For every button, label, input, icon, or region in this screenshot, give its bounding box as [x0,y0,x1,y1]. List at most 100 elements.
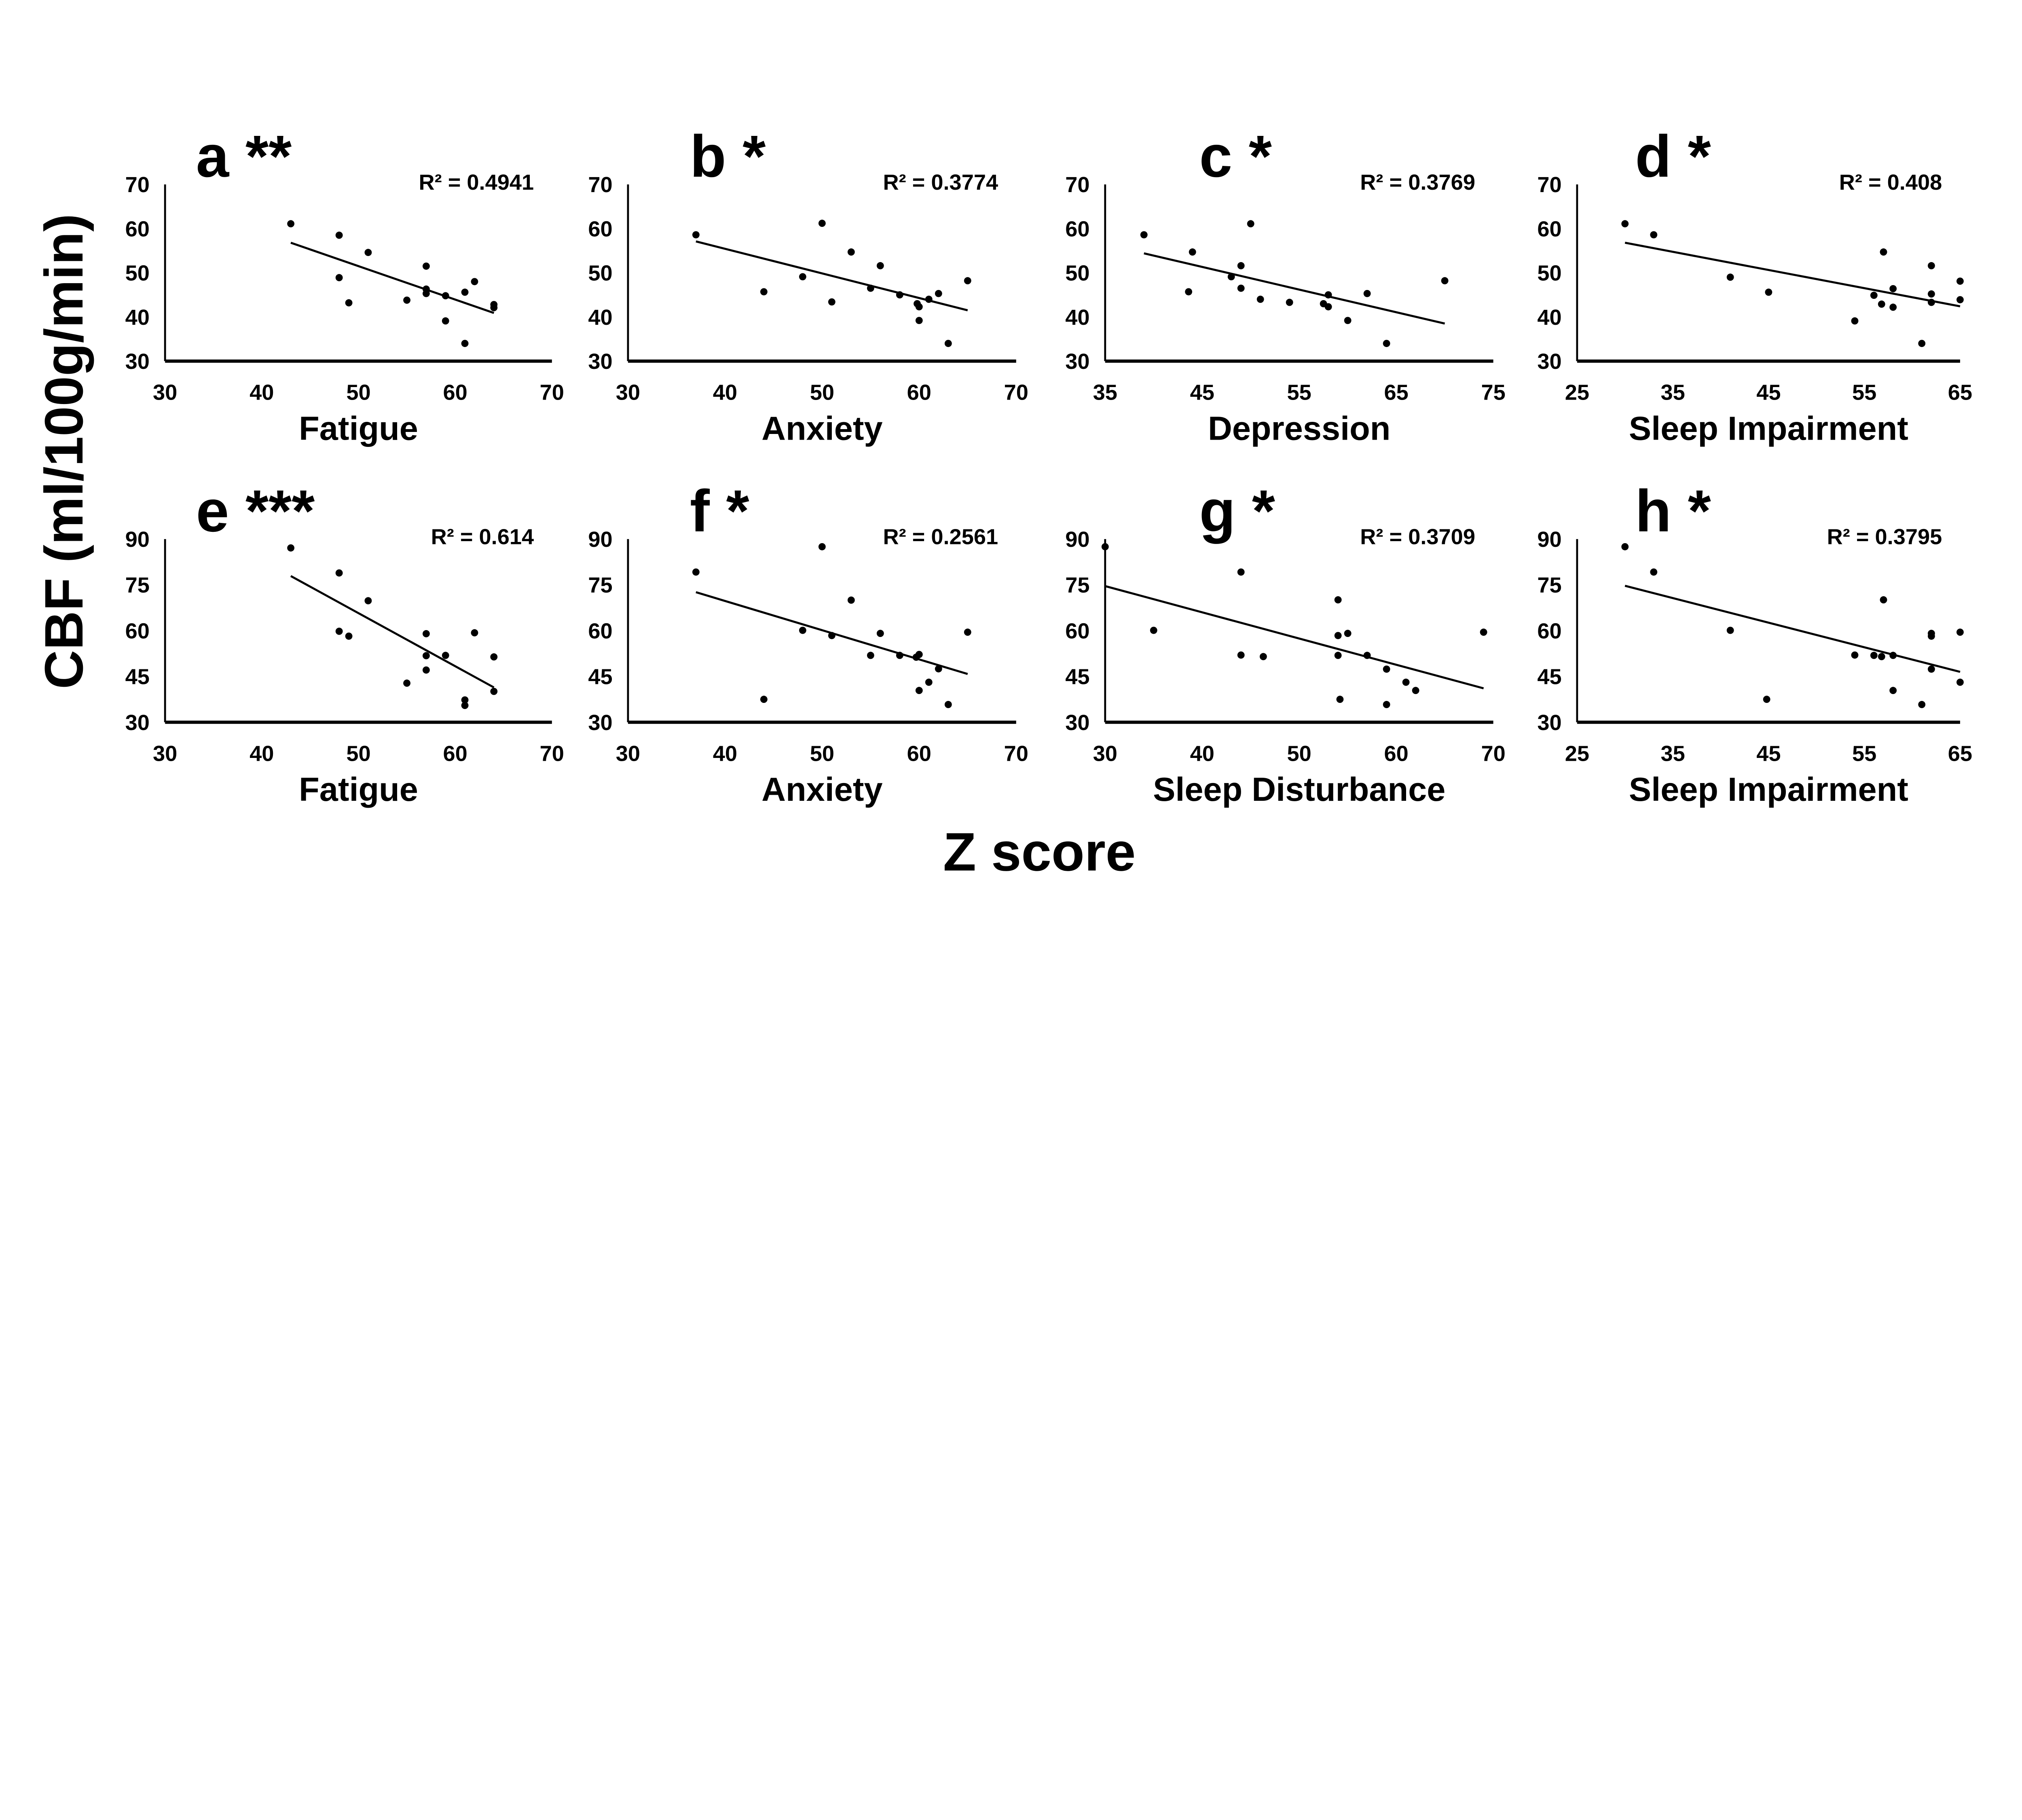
data-point [490,653,498,661]
panel-title: f * [690,478,749,544]
panels: 30 40 50 60 70 30 40 50 60 70 Fatigue a ** R² = 0.49… [125,123,1972,808]
y-tick-label: 30 [1537,711,1561,735]
data-point [1150,626,1157,634]
panel-h: 30 45 60 75 90 25 35 45 55 65 Sleep Impairment h * R… [1537,478,1972,808]
data-point [1227,273,1235,281]
data-point [422,630,430,637]
data-point [1851,317,1859,325]
data-point [335,569,343,577]
data-point [1185,288,1193,296]
data-point [1383,340,1390,347]
data-point [1334,596,1342,604]
data-point [364,597,372,605]
data-point [935,290,942,297]
data-point [1927,665,1935,673]
x-tick-label: 65 [1948,381,1972,405]
data-point [1870,292,1878,299]
panel-title: a ** [196,123,292,190]
data-point [442,292,449,300]
figure-canvas: CBF (ml/100g/min) Z score 30 40 50 60 70 30 40… [34,123,1972,882]
data-point [876,262,884,269]
data-point [896,652,903,659]
data-point [1880,596,1887,604]
data-point [335,627,343,635]
data-point [867,652,874,659]
data-point [944,701,952,708]
y-tick-label: 40 [125,305,150,330]
data-point [1363,290,1371,297]
data-point [422,262,430,270]
data-point [461,340,469,347]
y-tick-label: 75 [1537,573,1561,597]
x-tick-label: 25 [1565,381,1589,405]
data-point [964,629,971,636]
data-point [1889,652,1897,659]
data-point [964,277,971,285]
data-point [287,220,294,228]
r-squared-label: R² = 0.3774 [883,170,998,195]
data-point [1344,630,1352,637]
y-tick-label: 90 [125,527,150,552]
data-point [1956,678,1964,686]
r-squared-label: R² = 0.3769 [1360,170,1475,195]
x-tick-label: 40 [250,381,274,405]
r-squared-label: R² = 0.3795 [1827,525,1942,549]
x-axis-title: Depression [1208,409,1390,447]
data-point [442,652,449,659]
panel-g: 30 45 60 75 90 30 40 50 60 70 Sleep Disturbance g *… [1065,478,1506,808]
data-point [1286,298,1293,306]
y-tick-label: 40 [588,305,612,330]
data-point [1889,285,1897,292]
data-point [847,596,855,604]
y-tick-label: 50 [125,261,150,286]
y-tick-label: 70 [1537,173,1561,197]
y-tick-label: 45 [125,665,150,689]
trendline [1144,252,1445,325]
y-tick-label: 50 [1537,261,1561,286]
data-point [867,284,874,292]
data-point [1918,701,1926,708]
data-point [1918,340,1926,347]
data-point [471,629,478,637]
y-tick-label: 30 [125,349,150,374]
data-point [896,291,903,298]
data-point [925,678,933,686]
trendline [696,240,968,311]
data-point [345,632,353,640]
x-tick-label: 30 [1093,741,1117,766]
data-point [1927,290,1935,298]
data-point [490,688,498,695]
x-tick-label: 55 [1852,381,1876,405]
y-tick-label: 30 [588,711,612,735]
panel-title: c * [1199,123,1272,190]
data-point [799,273,806,281]
y-tick-label: 45 [1537,665,1561,689]
panel-c: 30 40 50 60 70 35 45 55 65 75 Depression c * R² = 0.… [1065,123,1506,447]
y-tick-label: 75 [588,573,612,597]
r-squared-label: R² = 0.408 [1839,170,1942,195]
data-point [403,296,410,304]
data-point [1878,653,1885,660]
data-point [915,303,923,311]
y-tick-label: 75 [125,573,150,597]
trendline [1105,585,1484,690]
data-point [828,298,835,306]
data-point [1101,543,1109,550]
x-tick-label: 30 [616,381,640,405]
x-tick-label: 60 [907,741,931,766]
x-tick-label: 70 [1004,381,1028,405]
data-point [1851,651,1859,659]
data-point [422,652,430,660]
x-axis-title: Fatigue [299,409,418,447]
y-tick-label: 45 [588,665,612,689]
data-point [1324,303,1332,311]
data-point [828,632,835,639]
data-point [461,702,469,709]
x-tick-label: 75 [1481,381,1505,405]
x-tick-label: 70 [540,741,564,766]
data-point [818,220,826,227]
r-squared-label: R² = 0.614 [431,525,534,549]
y-tick-label: 60 [1065,217,1089,241]
x-tick-label: 50 [346,741,370,766]
x-tick-label: 50 [810,741,834,766]
